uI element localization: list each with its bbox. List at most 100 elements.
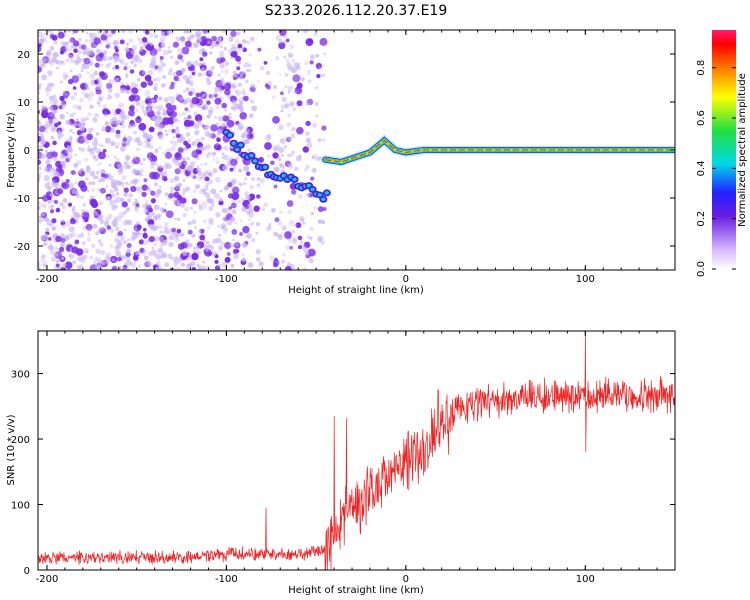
noise-dot — [134, 198, 138, 201]
noise-dot — [80, 69, 84, 73]
noise-dot — [208, 217, 214, 224]
x-tick-label: -100 — [215, 574, 238, 585]
noise-dot — [114, 92, 120, 99]
noise-dot — [119, 111, 126, 117]
noise-dot — [150, 165, 155, 169]
noise-dot — [174, 168, 181, 175]
noise-dot — [144, 93, 147, 96]
noise-dot — [228, 36, 234, 42]
noise-dot — [49, 33, 55, 39]
noise-dot — [175, 266, 182, 270]
noise-dot — [142, 239, 148, 246]
x-tick-label: 0 — [403, 274, 409, 285]
noise-dot — [159, 165, 163, 169]
noise-dot — [49, 249, 56, 255]
noise-dot — [74, 212, 80, 218]
noise-dot — [61, 223, 66, 229]
noise-dot — [158, 185, 162, 189]
noise-dot — [128, 105, 135, 111]
noise-dot — [199, 57, 204, 62]
noise-dot — [306, 69, 312, 75]
noise-dot — [169, 178, 175, 184]
noise-dot — [147, 80, 154, 86]
noise-dot — [47, 186, 51, 191]
noise-dot — [104, 122, 109, 126]
noise-dot — [236, 48, 242, 54]
noise-dot — [155, 253, 161, 260]
noise-dot — [277, 157, 282, 162]
noise-dot — [247, 68, 252, 73]
noise-dot — [134, 232, 139, 236]
chart-title: S233.2026.112.20.37.E19 — [265, 3, 448, 19]
noise-dot — [200, 163, 203, 167]
noise-dot — [38, 266, 41, 270]
noise-dot — [264, 142, 272, 150]
noise-dot — [133, 156, 137, 160]
noise-dot — [87, 96, 93, 102]
noise-dot — [291, 229, 296, 234]
noise-dot — [41, 110, 49, 119]
noise-dot — [162, 151, 166, 155]
noise-dot — [263, 61, 268, 65]
noise-dot — [65, 245, 68, 249]
noise-dot — [48, 204, 54, 211]
noise-dot — [104, 125, 112, 133]
noise-dot — [319, 37, 328, 46]
noise-dot — [243, 95, 249, 102]
noise-dot — [122, 210, 127, 215]
noise-dot — [297, 193, 303, 199]
noise-dot — [154, 105, 158, 109]
noise-dot — [280, 104, 286, 110]
noise-dot — [67, 202, 73, 207]
noise-dot — [114, 237, 120, 243]
noise-dot — [322, 73, 326, 77]
noise-dot — [241, 257, 247, 262]
noise-dot — [215, 176, 221, 183]
noise-dot — [180, 262, 185, 267]
colorbar: 0.0 0.2 0.4 0.6 0.8 Normalized spectral ampl… — [696, 30, 748, 277]
noise-dot — [179, 52, 183, 56]
noise-dot — [40, 155, 45, 160]
noise-dot — [95, 158, 99, 162]
noise-dot — [99, 162, 102, 165]
noise-dot — [273, 166, 280, 173]
noise-dot — [66, 30, 72, 33]
ridge-blob-core — [324, 191, 330, 195]
noise-dot — [39, 144, 44, 150]
noise-dot — [220, 70, 224, 74]
noise-dot — [69, 69, 73, 73]
noise-dot — [307, 192, 311, 196]
snr-x-axis: -200 -100 0 100 — [36, 331, 676, 585]
noise-dot — [198, 121, 201, 124]
noise-dot — [50, 174, 53, 177]
noise-dot — [115, 250, 122, 257]
noise-dot — [214, 90, 218, 94]
noise-dot — [127, 109, 135, 117]
noise-dot — [101, 250, 105, 254]
noise-dot — [291, 58, 296, 63]
noise-dot — [174, 236, 180, 242]
noise-dot — [208, 51, 213, 55]
noise-dot — [142, 157, 146, 161]
noise-dot — [120, 119, 125, 125]
noise-dot — [115, 226, 120, 232]
noise-dot — [106, 82, 113, 90]
noise-dot — [246, 233, 252, 239]
noise-dot — [71, 170, 76, 176]
noise-dot — [144, 110, 148, 114]
noise-dot — [313, 206, 318, 210]
noise-dot — [84, 83, 90, 89]
noise-dot — [191, 233, 196, 238]
noise-dot — [73, 48, 78, 53]
noise-dot — [206, 144, 211, 150]
noise-dot — [109, 119, 115, 125]
noise-dot — [39, 37, 45, 42]
noise-dot — [193, 42, 196, 46]
noise-dot — [208, 206, 214, 211]
noise-dot — [240, 219, 243, 223]
noise-dot — [259, 66, 265, 71]
noise-dot — [221, 30, 227, 34]
noise-dot — [118, 102, 124, 109]
noise-dot — [168, 128, 173, 133]
noise-dot — [133, 260, 137, 264]
